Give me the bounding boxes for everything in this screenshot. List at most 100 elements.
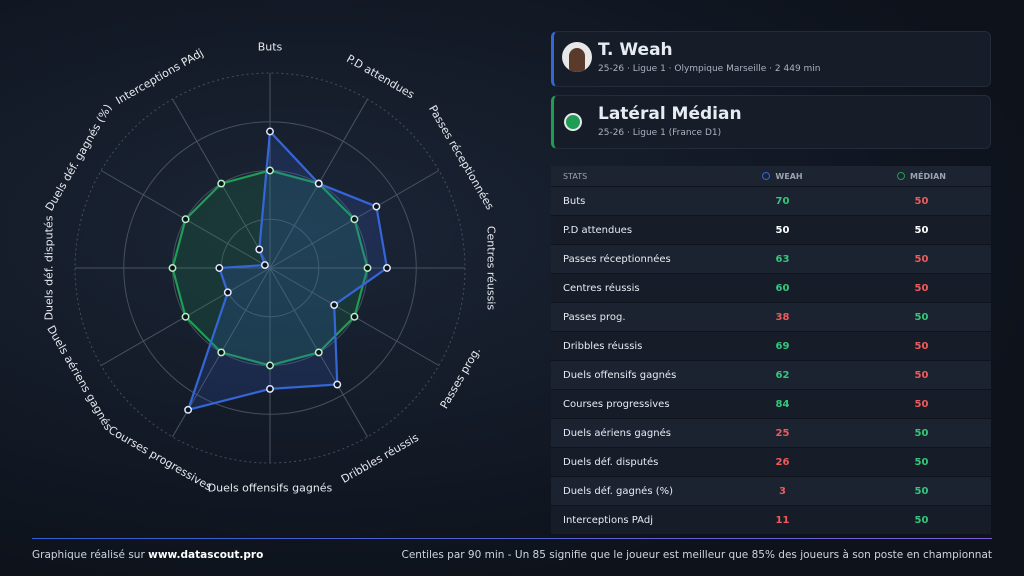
stat-name: Duels déf. gagnés (%) bbox=[563, 485, 674, 497]
data-point bbox=[333, 380, 342, 389]
table-row: Duels offensifs gagnés 62 50 bbox=[551, 361, 991, 390]
median-value: 50 bbox=[914, 340, 929, 352]
stat-name: Courses progressives bbox=[563, 398, 670, 410]
stat-name: Duels aériens gagnés bbox=[563, 427, 671, 439]
player-value: 63 bbox=[775, 253, 790, 265]
data-point bbox=[266, 166, 274, 175]
table-row: Dribbles réussis 69 50 bbox=[551, 332, 991, 361]
median-value: 50 bbox=[914, 253, 929, 265]
footer-text: Graphique réalisé sur bbox=[32, 549, 145, 561]
player-value: 84 bbox=[775, 398, 790, 410]
data-point bbox=[266, 384, 274, 393]
median-value: 50 bbox=[914, 485, 929, 497]
data-point bbox=[168, 264, 177, 272]
data-point bbox=[260, 261, 269, 270]
axis-label: Duels offensifs gagnés bbox=[208, 481, 333, 494]
median-value: 50 bbox=[914, 514, 929, 526]
profile-name: Latéral Médian bbox=[598, 104, 742, 124]
data-point bbox=[181, 215, 190, 224]
stats-table: STATS WEAH MÉDIAN Buts 70 50 P.D attendues 5… bbox=[551, 166, 991, 535]
data-point bbox=[372, 202, 381, 211]
table-row: Courses progressives 84 50 bbox=[551, 390, 991, 419]
player-value: 38 bbox=[775, 311, 790, 323]
axis-label: Duels déf. gagnés (%) bbox=[43, 102, 115, 213]
median-value: 50 bbox=[914, 456, 929, 468]
axis-label: Duels aériens gagnés bbox=[44, 323, 115, 433]
data-point bbox=[266, 127, 274, 136]
table-row: Passes prog. 38 50 bbox=[551, 303, 991, 332]
player-value: 50 bbox=[775, 224, 790, 236]
stat-name: Passes prog. bbox=[563, 311, 626, 323]
median-value: 50 bbox=[914, 195, 929, 207]
axis-label: Buts bbox=[258, 41, 283, 54]
data-point bbox=[350, 312, 359, 321]
player-value: 25 bbox=[775, 427, 790, 439]
stat-name: Duels déf. disputés bbox=[563, 456, 659, 468]
stat-name: Passes réceptionnées bbox=[563, 253, 671, 265]
footer-line bbox=[32, 538, 992, 539]
player-value: 26 bbox=[775, 456, 790, 468]
stat-name: Duels offensifs gagnés bbox=[563, 369, 677, 381]
data-point bbox=[255, 245, 264, 254]
player-value: 11 bbox=[775, 514, 790, 526]
median-value: 50 bbox=[914, 427, 929, 439]
axis-label: Interceptions PAdj bbox=[113, 46, 205, 107]
legend-dot bbox=[762, 172, 771, 180]
stat-name: P.D attendues bbox=[563, 224, 633, 236]
stat-name: Centres réussis bbox=[563, 282, 640, 294]
player-name: T. Weah bbox=[598, 40, 673, 60]
axis-label: Centres réussis bbox=[484, 226, 497, 311]
data-point bbox=[215, 264, 224, 272]
table-row: Passes réceptionnées 63 50 bbox=[551, 245, 991, 274]
axis-label: Dribbles réussis bbox=[339, 431, 421, 486]
player-value: 62 bbox=[775, 369, 790, 381]
table-row: Centres réussis 60 50 bbox=[551, 274, 991, 303]
header-cell: WEAH bbox=[713, 172, 852, 181]
stat-name: Buts bbox=[563, 195, 586, 207]
legend-label: MÉDIAN bbox=[910, 171, 946, 181]
footer-note: Centiles par 90 min - Un 85 signifie que… bbox=[401, 549, 993, 561]
footer-left: Graphique réalisé sur www.datascout.pro bbox=[32, 549, 263, 561]
player-value: 3 bbox=[779, 485, 786, 497]
data-point bbox=[314, 348, 323, 357]
profile-icon bbox=[564, 113, 582, 131]
data-point bbox=[217, 348, 226, 357]
median-value: 50 bbox=[914, 398, 929, 410]
axis-label: Courses progressives bbox=[106, 423, 214, 493]
data-point bbox=[184, 405, 193, 414]
header-cell: MÉDIAN bbox=[852, 172, 991, 181]
data-point bbox=[266, 361, 274, 370]
table-row: Duels déf. gagnés (%) 3 50 bbox=[551, 477, 991, 506]
data-point bbox=[383, 264, 391, 272]
player-value: 60 bbox=[775, 282, 790, 294]
data-point bbox=[330, 301, 339, 309]
player-value: 69 bbox=[775, 340, 790, 352]
data-point bbox=[217, 179, 226, 188]
data-point bbox=[314, 179, 323, 188]
median-value: 50 bbox=[914, 224, 929, 236]
data-point bbox=[223, 288, 232, 297]
data-point bbox=[181, 312, 190, 321]
legend-label: WEAH bbox=[775, 171, 803, 181]
table-header: STATS WEAH MÉDIAN bbox=[551, 166, 991, 187]
data-point bbox=[363, 264, 372, 272]
table-row: Duels déf. disputés 26 50 bbox=[551, 448, 991, 477]
median-value: 50 bbox=[914, 311, 929, 323]
avatar bbox=[562, 42, 592, 72]
player-value: 70 bbox=[775, 195, 790, 207]
table-row: Duels aériens gagnés 25 50 bbox=[551, 419, 991, 448]
median-value: 50 bbox=[914, 369, 929, 381]
stat-name: Dribbles réussis bbox=[563, 340, 643, 352]
median-value: 50 bbox=[914, 282, 929, 294]
axis-label: Duels déf. disputés bbox=[43, 215, 56, 320]
table-row: P.D attendues 50 50 bbox=[551, 216, 991, 245]
player-card: T. Weah 25-26 · Ligue 1 · Olympique Mars… bbox=[551, 31, 991, 87]
profile-card: Latéral Médian 25-26 · Ligue 1 (France D… bbox=[551, 95, 991, 149]
table-row: Buts 70 50 bbox=[551, 187, 991, 216]
data-point bbox=[350, 215, 359, 224]
stat-name: Interceptions PAdj bbox=[563, 514, 653, 526]
profile-info: 25-26 · Ligue 1 (France D1) bbox=[598, 128, 722, 138]
axis-label: Passes réceptionnées bbox=[426, 103, 497, 212]
